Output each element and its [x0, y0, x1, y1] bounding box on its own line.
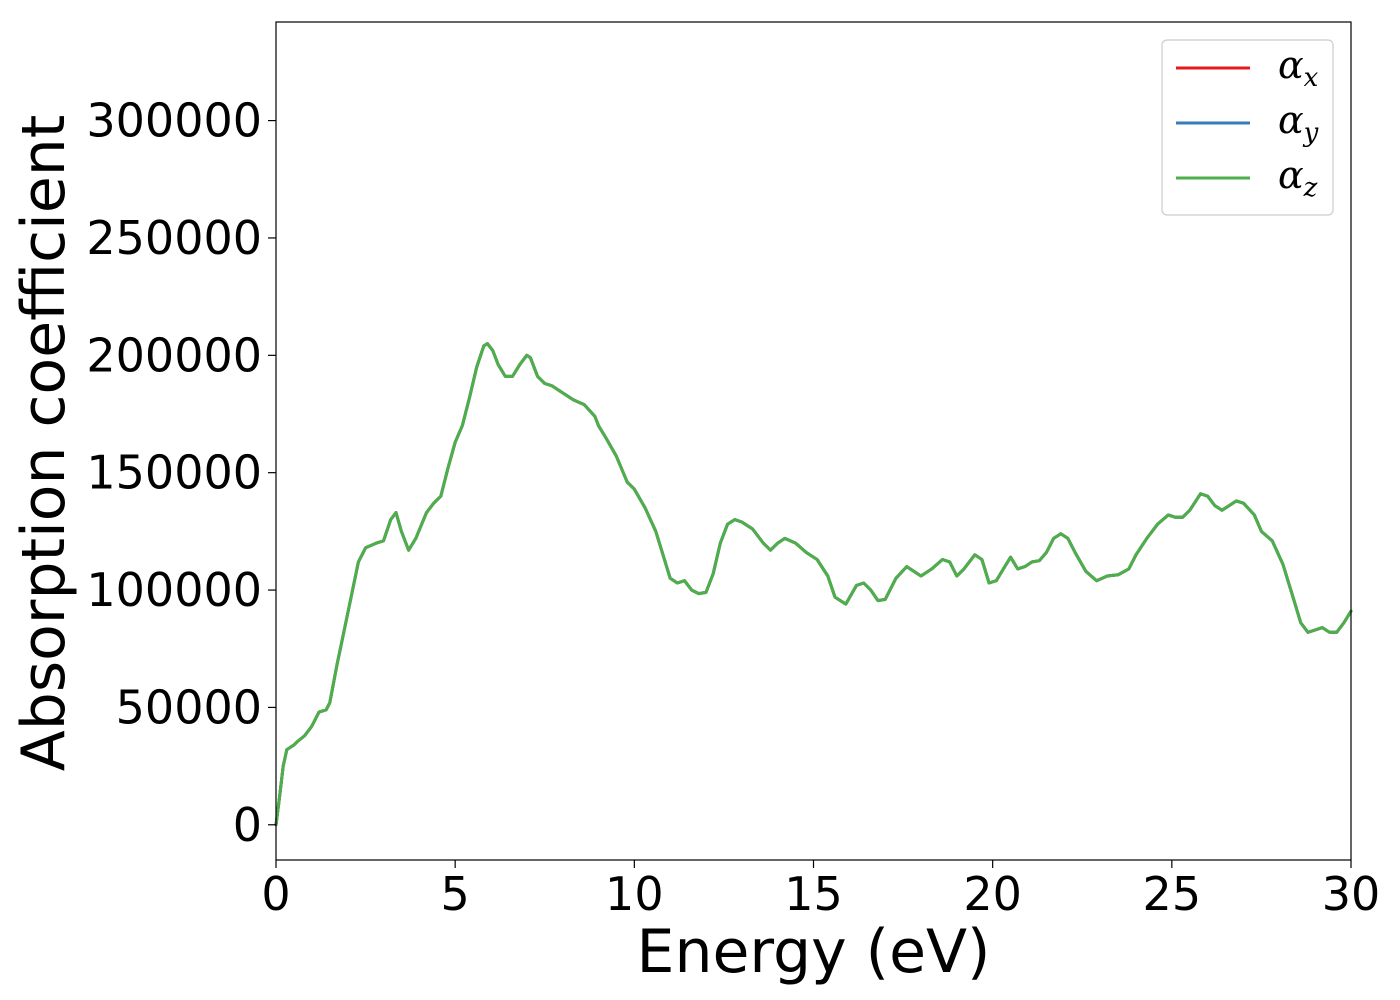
legend-label-symbol: α — [1278, 153, 1304, 197]
y-tick-label: 200000 — [86, 328, 262, 382]
legend-label-z: αz — [1278, 153, 1318, 203]
legend-box — [1161, 39, 1334, 216]
legend-label-subscript: y — [1303, 118, 1319, 148]
y-tick-label: 0 — [233, 798, 262, 852]
y-axis-ticks: 0 50000 100000 150000 200000 250000 300000 — [86, 94, 276, 852]
y-tick-label: 150000 — [86, 446, 262, 500]
x-axis-ticks: 0 5 10 15 20 25 30 — [261, 860, 1380, 921]
x-tick-label: 25 — [1143, 867, 1202, 921]
y-tick-label: 300000 — [86, 94, 262, 148]
series-line-z — [274, 342, 1353, 827]
x-tick-label: 15 — [784, 867, 843, 921]
legend-label-x: αx — [1278, 43, 1319, 93]
legend-label-y: αy — [1278, 98, 1319, 148]
y-tick-label: 250000 — [86, 211, 262, 265]
x-tick-label: 20 — [963, 867, 1022, 921]
y-tick-label: 100000 — [86, 563, 262, 617]
y-axis-title: Absorption coefficient — [9, 115, 79, 772]
series-layer — [274, 342, 1353, 827]
x-axis-title: Energy (eV) — [637, 917, 991, 987]
legend-label-symbol: α — [1278, 43, 1304, 87]
x-tick-label: 30 — [1322, 867, 1381, 921]
legend-label-symbol: α — [1278, 98, 1304, 142]
legend-label-subscript: z — [1303, 173, 1318, 203]
x-tick-label: 10 — [605, 867, 664, 921]
x-tick-label: 0 — [261, 867, 290, 921]
legend-label-subscript: x — [1304, 63, 1319, 93]
x-tick-label: 5 — [441, 867, 470, 921]
y-tick-label: 50000 — [116, 680, 262, 734]
